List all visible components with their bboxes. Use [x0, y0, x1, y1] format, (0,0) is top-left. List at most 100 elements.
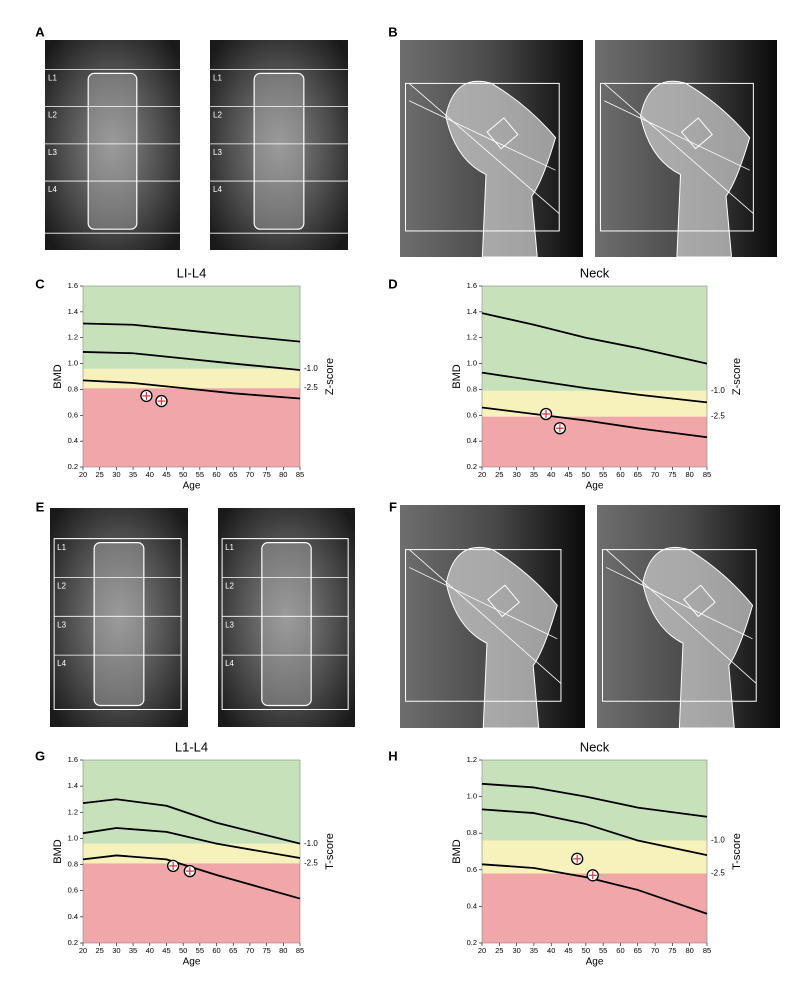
x-tick-label: 30 [512, 946, 520, 955]
scan-image [218, 508, 355, 727]
reference-curve [481, 782, 708, 818]
vertebra-column [93, 542, 145, 707]
vertebra-label: L4 [213, 185, 222, 194]
neck-roi [486, 117, 519, 150]
y-tick-label: 0.4 [68, 912, 78, 921]
neck-axis [605, 549, 757, 684]
y-tick-label: 1.2 [467, 755, 477, 764]
vertebra-label: L4 [57, 659, 66, 668]
vertebra-column [87, 72, 138, 230]
x-tick-label: 75 [262, 470, 270, 479]
x-tick-label: 20 [79, 946, 87, 955]
x-tick-label: 55 [196, 946, 204, 955]
y-axis-label: BMD [451, 364, 463, 389]
y-tick-label: 1.2 [467, 333, 477, 342]
y-tick-label: 1.4 [467, 307, 477, 316]
y-tick-label: 1.6 [467, 281, 477, 290]
zone-label: -2.5 [711, 869, 725, 878]
zone-band [83, 760, 300, 844]
zone-band [83, 388, 300, 467]
x-tick-label: 65 [229, 470, 237, 479]
x-tick-label: 50 [582, 470, 590, 479]
chart-title: Neck [580, 265, 610, 280]
y-tick-label: 1.4 [68, 307, 78, 316]
vertebra-label: L2 [225, 582, 234, 591]
neck-roi [487, 584, 520, 618]
plot-frame [481, 285, 708, 468]
panel-letter: F [389, 499, 397, 514]
patient-point [183, 864, 196, 878]
x-tick-label: 30 [112, 470, 120, 479]
x-axis-label: Age [183, 957, 201, 968]
shaft-axis [605, 567, 753, 640]
reference-curve [481, 406, 708, 439]
panel-letter: C [35, 276, 45, 291]
neck-axis [603, 83, 754, 214]
panel-letter: E [36, 499, 45, 514]
roi-box [405, 549, 562, 702]
x-tick-label: 35 [129, 470, 137, 479]
y-axis-label: BMD [52, 364, 64, 389]
x-tick-label: 60 [212, 470, 220, 479]
panel-letter: H [388, 748, 397, 763]
x-tick-label: 85 [296, 470, 304, 479]
y-tick-label: 0.8 [68, 860, 78, 869]
y-tick-label: 0.4 [467, 436, 477, 445]
panel-letter: D [388, 276, 397, 291]
vertebra-label: L3 [225, 620, 234, 629]
y-tick-label: 0.8 [467, 384, 477, 393]
y-tick-label: 1.2 [68, 333, 78, 342]
x-tick-label: 55 [599, 946, 607, 955]
x-tick-label: 80 [279, 946, 287, 955]
vertebra-label: L1 [225, 543, 234, 552]
vertebra-label: L2 [48, 111, 57, 120]
neck-axis [408, 549, 562, 684]
x-tick-label: 45 [162, 470, 170, 479]
roi-box [599, 82, 754, 232]
vertebra-label: L2 [57, 582, 66, 591]
x-tick-label: 25 [495, 946, 503, 955]
y-tick-label: 0.6 [467, 410, 477, 419]
x-tick-label: 40 [547, 470, 555, 479]
reference-curve [481, 863, 708, 915]
reference-curve [82, 854, 301, 900]
x-tick-label: 50 [582, 946, 590, 955]
zone-band [482, 760, 707, 841]
roi-box [601, 549, 757, 702]
x-tick-label: 65 [634, 946, 642, 955]
scan-image [210, 40, 348, 250]
zone-band [482, 873, 707, 943]
x-tick-label: 30 [512, 470, 520, 479]
x-tick-label: 85 [296, 946, 304, 955]
y-tick-label: 1.6 [68, 281, 78, 290]
zone-band [482, 286, 707, 391]
x-tick-label: 75 [668, 946, 676, 955]
y-tick-label: 1.0 [467, 359, 477, 368]
y-tick-label: 0.8 [467, 828, 477, 837]
x-tick-label: 80 [279, 470, 287, 479]
y-tick-label: 0.4 [467, 901, 477, 910]
patient-point [539, 407, 553, 421]
x-tick-label: 20 [478, 470, 486, 479]
x-tick-label: 70 [246, 470, 254, 479]
x-tick-label: 20 [79, 470, 87, 479]
x-tick-label: 25 [96, 470, 104, 479]
x-tick-label: 40 [146, 470, 154, 479]
vertebra-label: L3 [48, 148, 57, 157]
y-tick-label: 0.2 [68, 938, 78, 947]
x-tick-label: 40 [547, 946, 555, 955]
vertebra-column [261, 542, 312, 707]
x-tick-label: 75 [262, 946, 270, 955]
x-axis-label: Age [586, 481, 604, 492]
x-tick-label: 80 [686, 470, 694, 479]
x-tick-label: 45 [564, 470, 572, 479]
patient-point [155, 394, 168, 408]
panel-letter: G [35, 748, 45, 763]
plot-frame [481, 759, 708, 944]
patient-point [571, 852, 584, 865]
y-tick-label: 0.6 [68, 886, 78, 895]
zone-label: -1.0 [711, 386, 725, 395]
x-tick-label: 35 [530, 470, 538, 479]
